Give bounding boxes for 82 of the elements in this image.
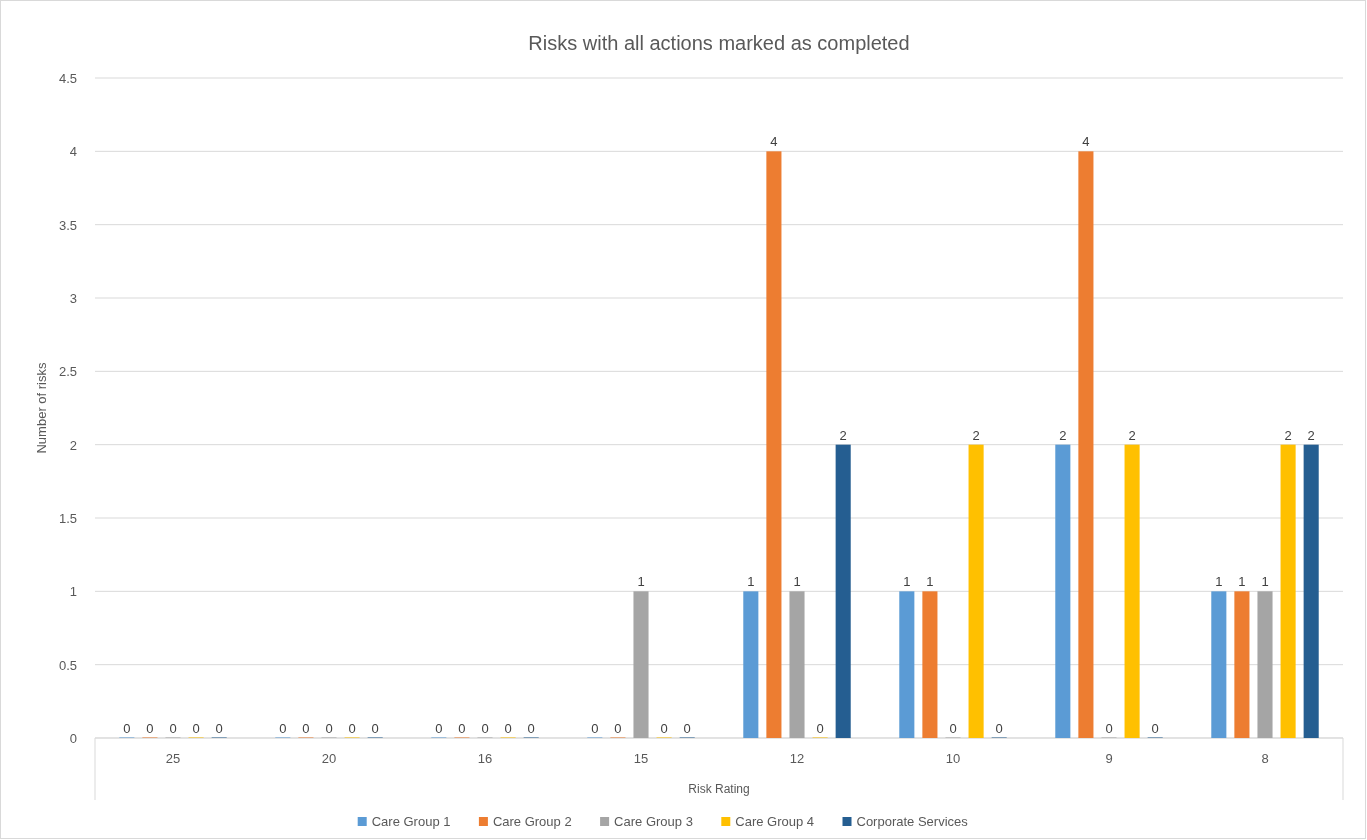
data-label: 1	[1261, 574, 1269, 590]
data-label: 2	[839, 427, 847, 443]
data-label: 0	[302, 721, 310, 736]
data-label: 0	[527, 721, 535, 736]
data-label: 0	[816, 721, 824, 736]
data-label: 0	[481, 721, 489, 736]
data-label: 0	[504, 721, 512, 736]
data-label: 0	[660, 721, 668, 736]
data-label: 1	[903, 574, 911, 590]
bar	[835, 444, 851, 738]
y-tick-label: 4	[69, 144, 77, 160]
data-label: 1	[1238, 574, 1246, 590]
bar	[766, 151, 782, 738]
chart-title: Risks with all actions marked as completed	[528, 32, 910, 54]
bar	[1280, 444, 1296, 738]
y-tick-label: 2	[69, 437, 77, 453]
data-label: 4	[770, 134, 778, 150]
data-label: 0	[371, 721, 379, 736]
data-label: 1	[1215, 574, 1223, 590]
data-label: 0	[995, 721, 1003, 736]
data-label: 0	[1105, 721, 1113, 736]
x-tick-label: 15	[633, 751, 649, 766]
data-label: 1	[747, 574, 755, 590]
data-label: 0	[279, 721, 287, 736]
data-label: 0	[192, 721, 200, 736]
x-axis-title: Risk Rating	[688, 782, 750, 796]
y-tick-label: 1.5	[58, 511, 77, 526]
bar	[743, 591, 759, 738]
data-label: 0	[949, 721, 957, 736]
bar	[922, 591, 938, 738]
legend-label: Care Group 1	[371, 814, 451, 829]
bar	[789, 591, 805, 738]
bar	[1124, 444, 1140, 738]
data-label: 2	[1284, 427, 1292, 443]
y-tick-label: 0	[69, 731, 77, 746]
data-label: 0	[683, 721, 691, 736]
data-label: 0	[1151, 721, 1159, 736]
y-axis-title: Number of risks	[34, 362, 49, 454]
data-label: 0	[614, 721, 622, 736]
legend-label: Care Group 3	[614, 814, 693, 829]
data-label: 2	[1059, 427, 1067, 443]
x-tick-label: 8	[1261, 751, 1269, 766]
legend-label: Care Group 4	[735, 814, 815, 829]
data-label: 0	[169, 721, 177, 736]
data-label: 1	[793, 574, 801, 590]
x-tick-label: 20	[321, 751, 337, 766]
data-label: 0	[435, 721, 443, 736]
data-label: 2	[972, 427, 980, 443]
legend-label: Care Group 2	[492, 814, 572, 829]
x-tick-label: 25	[165, 751, 181, 766]
data-label: 1	[926, 574, 934, 590]
y-tick-label: 0.5	[58, 657, 77, 673]
bar	[633, 591, 649, 738]
data-label: 0	[325, 721, 333, 736]
x-tick-label: 16	[477, 751, 493, 766]
bar	[1303, 444, 1319, 738]
x-tick-label: 9	[1105, 751, 1113, 766]
data-label: 0	[215, 721, 223, 736]
bar	[899, 591, 915, 738]
y-tick-label: 3	[69, 291, 77, 306]
data-label: 0	[348, 721, 356, 736]
y-tick-label: 3.5	[58, 217, 77, 233]
legend-label: Corporate Services	[856, 814, 969, 829]
bar	[1211, 591, 1227, 738]
bar	[1257, 591, 1273, 738]
data-label: 0	[123, 721, 131, 736]
data-label: 2	[1128, 427, 1136, 443]
data-label: 4	[1082, 134, 1090, 150]
data-label: 2	[1307, 427, 1315, 443]
data-label: 0	[458, 721, 466, 736]
x-tick-label: 12	[789, 751, 805, 766]
bar	[1078, 151, 1094, 738]
data-label: 0	[591, 721, 599, 736]
bar	[968, 444, 984, 738]
data-label: 1	[637, 574, 645, 590]
y-tick-label: 2.5	[58, 364, 77, 380]
y-tick-label: 4.5	[58, 71, 77, 86]
bar	[1055, 444, 1071, 738]
x-tick-label: 10	[945, 751, 961, 766]
bar	[1234, 591, 1250, 738]
data-label: 0	[146, 721, 154, 736]
y-tick-label: 1	[69, 584, 77, 600]
